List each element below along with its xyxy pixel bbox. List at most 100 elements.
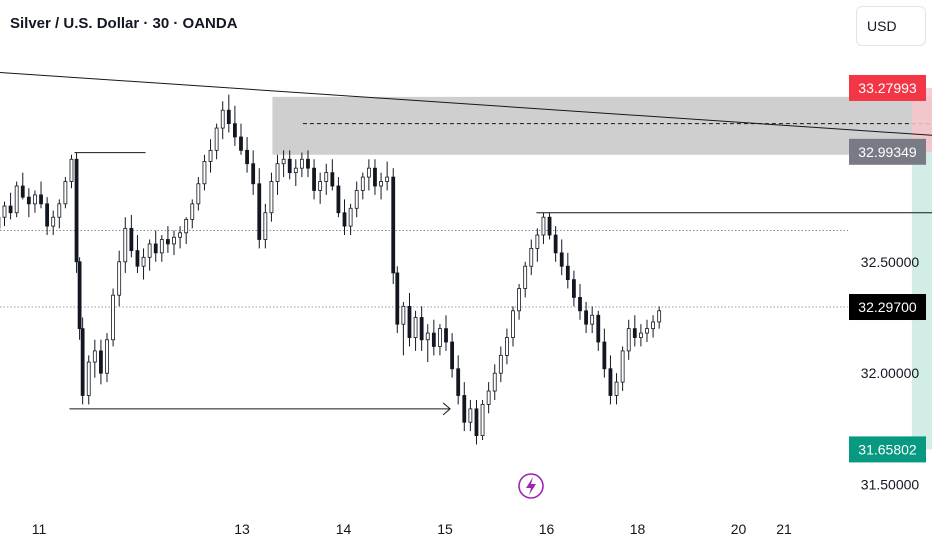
candle bbox=[281, 150, 286, 178]
supply-zone bbox=[272, 96, 932, 155]
stop-price-tag[interactable]: 33.27993 bbox=[849, 74, 926, 101]
candle-body bbox=[281, 158, 286, 165]
candle bbox=[190, 199, 195, 229]
candle bbox=[474, 399, 479, 445]
stop-price-tag-bg bbox=[849, 74, 926, 101]
candle bbox=[111, 288, 115, 347]
candle bbox=[287, 150, 292, 180]
candle-body bbox=[559, 252, 564, 267]
candle-body bbox=[232, 123, 237, 138]
candle bbox=[486, 382, 491, 414]
stop-zone bbox=[911, 87, 932, 152]
candle-body bbox=[20, 185, 25, 198]
candle-body bbox=[511, 310, 515, 338]
price-tick-label: 31.50000 bbox=[861, 477, 920, 493]
candle-body bbox=[529, 247, 534, 267]
candle-body bbox=[395, 272, 400, 325]
candle bbox=[468, 399, 473, 432]
time-tick-label: 14 bbox=[336, 521, 352, 537]
last-price-tag-bg bbox=[849, 294, 926, 321]
candle-body bbox=[651, 321, 655, 330]
candle bbox=[385, 161, 390, 191]
candle-body bbox=[366, 167, 371, 178]
candle-body bbox=[263, 212, 268, 240]
candle bbox=[14, 181, 19, 218]
candle-body bbox=[153, 243, 158, 254]
candle-body bbox=[166, 239, 170, 245]
candle bbox=[26, 188, 31, 218]
candle bbox=[541, 212, 546, 244]
candle-body bbox=[391, 176, 396, 274]
candle bbox=[578, 284, 582, 320]
candle bbox=[366, 159, 371, 191]
candle-body bbox=[456, 368, 461, 396]
candle bbox=[596, 310, 601, 351]
candle-body bbox=[293, 167, 298, 174]
candle-body bbox=[468, 408, 473, 423]
last-price-tag[interactable]: 32.29700 bbox=[849, 294, 926, 321]
candle-body bbox=[92, 350, 97, 363]
candle bbox=[620, 346, 625, 392]
candle-body bbox=[135, 250, 140, 267]
candle-body bbox=[578, 297, 582, 312]
candle bbox=[226, 94, 231, 133]
target-price-tag-bg bbox=[849, 436, 926, 463]
candle-body bbox=[245, 149, 249, 165]
candle-body bbox=[287, 158, 292, 174]
candle-body bbox=[8, 205, 13, 214]
stop-price-tag-label: 33.27993 bbox=[858, 80, 917, 96]
candle bbox=[251, 150, 256, 195]
candle-body bbox=[657, 310, 662, 323]
price-tick-label: 32.50000 bbox=[861, 254, 920, 270]
candle-body bbox=[498, 354, 503, 374]
candle bbox=[444, 315, 448, 351]
entry-price-tag[interactable]: 32.99349 bbox=[849, 138, 926, 165]
candle bbox=[324, 163, 329, 195]
candle bbox=[166, 226, 170, 253]
candle-body bbox=[69, 158, 74, 182]
candle-body bbox=[438, 328, 442, 347]
candle-body bbox=[105, 339, 109, 374]
candle-body bbox=[401, 305, 406, 325]
candle bbox=[105, 333, 109, 383]
candle-body bbox=[99, 350, 103, 374]
candle bbox=[275, 154, 280, 195]
price-axis[interactable]: 32.50000 32.00000 31.50000 33.27993 32.99349… bbox=[849, 74, 926, 493]
candle-body bbox=[51, 216, 56, 227]
candle bbox=[202, 154, 207, 191]
arrow-head-icon bbox=[442, 402, 451, 416]
candle-body bbox=[413, 317, 418, 338]
candle-body bbox=[492, 372, 497, 392]
target-price-tag[interactable]: 31.65802 bbox=[849, 436, 926, 463]
candle-body bbox=[257, 183, 262, 240]
candle bbox=[318, 172, 323, 204]
candle-body bbox=[172, 236, 176, 245]
candle-body bbox=[336, 185, 341, 214]
candle-body bbox=[33, 194, 37, 205]
candle-body bbox=[306, 158, 310, 169]
candle bbox=[232, 105, 237, 146]
candle bbox=[51, 210, 56, 236]
time-axis[interactable]: 11 13 14 15 16 18 20 21 bbox=[32, 521, 792, 537]
currency-button[interactable]: USD bbox=[856, 6, 926, 46]
candle-body bbox=[602, 341, 607, 370]
candle-body bbox=[385, 176, 390, 182]
entry-price-tag-label: 32.99349 bbox=[858, 144, 917, 160]
drawings-layer bbox=[0, 71, 932, 416]
candle bbox=[184, 217, 189, 244]
candle-body bbox=[80, 328, 85, 396]
candle bbox=[626, 319, 631, 360]
candle bbox=[8, 192, 13, 220]
replay-button[interactable] bbox=[518, 473, 544, 499]
candle bbox=[33, 190, 37, 213]
time-tick-label: 20 bbox=[731, 521, 747, 537]
candle bbox=[129, 214, 134, 258]
candle-body bbox=[269, 181, 274, 214]
candle-body bbox=[226, 109, 231, 124]
candle-body bbox=[57, 203, 62, 218]
candle-body bbox=[348, 207, 353, 227]
candle-body bbox=[123, 227, 128, 263]
candle bbox=[529, 239, 534, 276]
candle bbox=[360, 172, 365, 200]
